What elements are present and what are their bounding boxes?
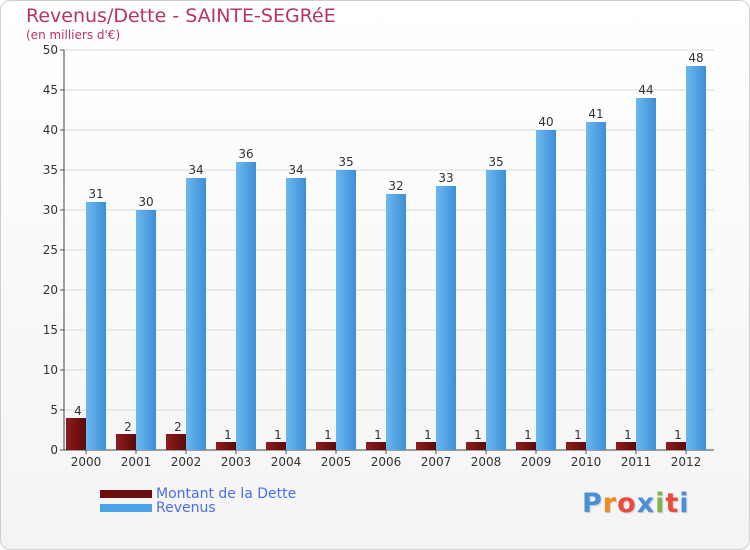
y-tick-label: 30 <box>43 203 58 217</box>
data-label-revenue: 30 <box>138 195 153 209</box>
bar-revenue <box>236 162 256 450</box>
y-tick-label: 40 <box>43 123 58 137</box>
proxiti-logo[interactable]: Proxiti <box>582 488 690 519</box>
x-tick-label: 2007 <box>421 455 452 469</box>
x-tick-label: 2012 <box>671 455 702 469</box>
data-label-revenue: 32 <box>388 179 403 193</box>
logo-letter: i <box>655 488 666 519</box>
x-tick-label: 2001 <box>121 455 152 469</box>
data-label-debt: 2 <box>124 420 132 434</box>
x-tick-label: 2004 <box>271 455 302 469</box>
bar-revenue <box>586 122 606 450</box>
logo-letter: i <box>679 488 690 519</box>
bar-revenue <box>286 178 306 450</box>
y-tick-label: 25 <box>43 243 58 257</box>
chart-title: Revenus/Dette - SAINTE-SEGRéE <box>26 5 336 27</box>
data-label-revenue: 48 <box>688 51 703 65</box>
y-tick-label: 0 <box>50 443 58 457</box>
data-label-debt: 1 <box>574 428 582 442</box>
data-label-debt: 1 <box>674 428 682 442</box>
y-tick-label: 35 <box>43 163 58 177</box>
bar-debt <box>316 442 336 450</box>
bar-debt <box>116 434 136 450</box>
data-label-debt: 1 <box>524 428 532 442</box>
logo-letter: o <box>617 488 637 519</box>
bar-revenue <box>536 130 556 450</box>
bar-revenue <box>486 170 506 450</box>
bar-revenue <box>86 202 106 450</box>
bar-debt <box>466 442 486 450</box>
x-tick-label: 2003 <box>221 455 252 469</box>
bar-revenue <box>136 210 156 450</box>
data-label-debt: 2 <box>174 420 182 434</box>
data-label-revenue: 36 <box>238 147 253 161</box>
data-label-revenue: 33 <box>438 171 453 185</box>
data-label-revenue: 35 <box>488 155 503 169</box>
x-tick-label: 2009 <box>521 455 552 469</box>
x-tick-label: 2008 <box>471 455 502 469</box>
bar-revenue <box>686 66 706 450</box>
data-label-debt: 1 <box>624 428 632 442</box>
x-tick-label: 2000 <box>71 455 102 469</box>
bar-debt <box>216 442 236 450</box>
bar-debt <box>266 442 286 450</box>
data-label-revenue: 35 <box>338 155 353 169</box>
bar-revenue <box>636 98 656 450</box>
y-tick-label: 15 <box>43 323 58 337</box>
data-label-debt: 4 <box>74 404 82 418</box>
y-tick-label: 50 <box>43 43 58 57</box>
y-tick-label: 10 <box>43 363 58 377</box>
bar-debt <box>616 442 636 450</box>
data-label-revenue: 34 <box>288 163 303 177</box>
bar-debt <box>416 442 436 450</box>
bar-revenue <box>336 170 356 450</box>
bar-revenue <box>436 186 456 450</box>
data-label-debt: 1 <box>274 428 282 442</box>
logo-letter: r <box>602 488 618 519</box>
x-tick-label: 2011 <box>621 455 652 469</box>
chart-subtitle: (en milliers d'€) <box>26 28 121 42</box>
legend-item-debt: Montant de la Dette <box>100 486 296 502</box>
legend-swatch-revenue <box>100 504 152 512</box>
legend-label-debt: Montant de la Dette <box>156 486 297 502</box>
bar-debt <box>366 442 386 450</box>
data-label-debt: 1 <box>324 428 332 442</box>
x-tick-label: 2002 <box>171 455 202 469</box>
bar-debt <box>516 442 536 450</box>
logo-letter: P <box>582 488 603 519</box>
data-label-debt: 1 <box>474 428 482 442</box>
y-tick-label: 20 <box>43 283 58 297</box>
x-tick-label: 2006 <box>371 455 402 469</box>
x-tick-label: 2010 <box>571 455 602 469</box>
data-label-revenue: 40 <box>538 115 553 129</box>
data-label-debt: 1 <box>424 428 432 442</box>
legend-swatch-debt <box>100 490 152 498</box>
logo-letter: t <box>665 488 680 519</box>
x-tick-label: 2005 <box>321 455 352 469</box>
legend-item-revenue: Revenus <box>100 500 216 516</box>
bar-debt <box>166 434 186 450</box>
data-label-debt: 1 <box>224 428 232 442</box>
legend-label-revenue: Revenus <box>156 500 216 516</box>
data-label-revenue: 44 <box>638 83 653 97</box>
y-tick-label: 5 <box>50 403 58 417</box>
bar-debt <box>666 442 686 450</box>
bar-debt <box>566 442 586 450</box>
data-label-revenue: 41 <box>588 107 603 121</box>
bar-debt <box>66 418 86 450</box>
y-tick-label: 45 <box>43 83 58 97</box>
data-label-debt: 1 <box>374 428 382 442</box>
data-label-revenue: 31 <box>88 187 103 201</box>
data-label-revenue: 34 <box>188 163 203 177</box>
bar-revenue <box>386 194 406 450</box>
bar-revenue <box>186 178 206 450</box>
logo-letter: x <box>636 488 656 519</box>
